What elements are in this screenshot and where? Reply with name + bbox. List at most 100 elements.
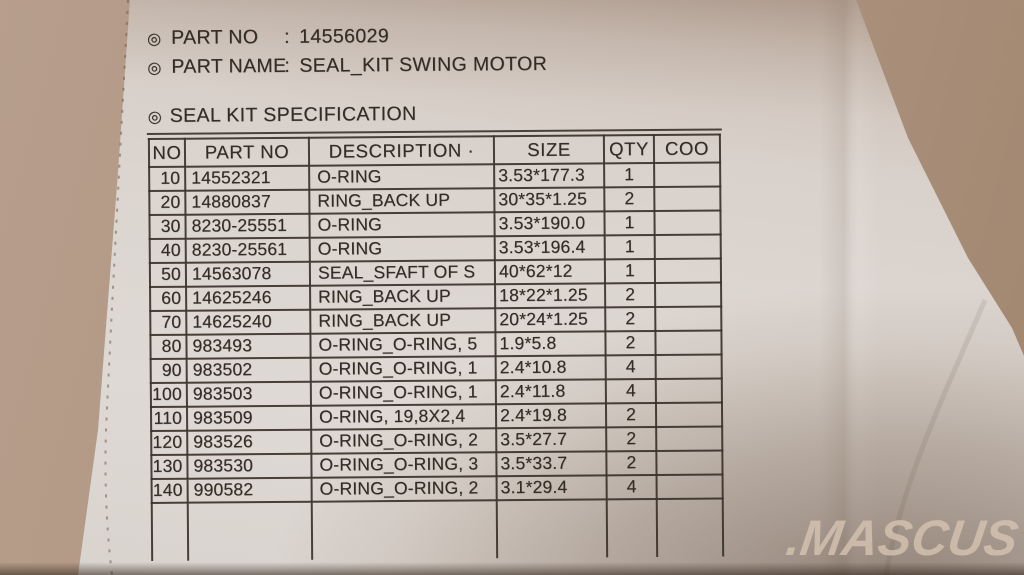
table-cell: 40*62*12 [494, 259, 606, 285]
table-cell: 3.53*196.4 [494, 235, 605, 261]
table-cell: 3.53*190.0 [494, 211, 605, 237]
table-cell [654, 162, 721, 188]
table-cell [606, 499, 658, 558]
table-cell: 1 [604, 259, 656, 284]
table-cell: 40 [149, 238, 186, 263]
table-cell: 30 [149, 214, 186, 239]
table-cell: 3.5*33.7 [496, 451, 607, 477]
table-cell: 8230-25551 [185, 213, 310, 239]
part-no-line: ◎ PART NO : 14556029 [147, 22, 720, 55]
table-cell: 983493 [186, 333, 311, 359]
table-cell [656, 498, 724, 558]
table-cell: 10 [149, 166, 186, 191]
table-cell: 4 [605, 355, 656, 380]
table-cell: 2 [605, 307, 656, 332]
table-cell: 2.4*10.8 [495, 355, 606, 381]
table-cell: 14625240 [186, 309, 311, 335]
table-cell: 14552321 [185, 165, 310, 191]
column-header: SIZE [493, 135, 605, 165]
table-cell: 1 [604, 163, 655, 188]
table-cell: 70 [150, 310, 187, 335]
table-cell: 100 [150, 382, 187, 407]
table-cell: O-RING_O-RING, 1 [310, 380, 496, 406]
table-cell: 14563078 [185, 261, 311, 287]
table-cell [656, 426, 723, 452]
table-cell [311, 500, 498, 560]
table-cell [655, 306, 722, 332]
table-cell: 2.4*19.8 [495, 403, 607, 429]
table-cell: O-RING_O-RING, 5 [310, 332, 496, 358]
table-cell: SEAL_SFAFT OF S [309, 260, 496, 286]
table-cell: 983502 [186, 357, 311, 383]
table-cell [655, 330, 722, 356]
table-cell [654, 210, 721, 236]
mascus-watermark: .MASCUS [783, 510, 1022, 566]
table-cell [655, 402, 723, 428]
part-no-value: 14556029 [298, 25, 390, 48]
part-name-label: PART NAME [171, 54, 287, 78]
part-name-line: ◎ PART NAME : SEAL_KIT SWING MOTOR [147, 51, 720, 84]
table-cell: O-RING_O-RING, 3 [311, 452, 497, 478]
table-cell: 4 [606, 475, 657, 500]
table-empty-row [151, 498, 724, 561]
section-title: SEAL KIT SPECIFICATION [169, 102, 417, 127]
table-cell: 120 [151, 430, 188, 455]
table-cell: O-RING_O-RING, 2 [311, 428, 497, 454]
table-cell: 2 [605, 283, 656, 308]
table-cell: 1 [604, 211, 655, 236]
table-cell: RING_BACK UP [310, 308, 496, 334]
table-cell: O-RING_O-RING, 2 [311, 476, 497, 502]
table-cell: O-RING [309, 236, 495, 262]
table-cell: 14880837 [185, 189, 310, 215]
table-cell: 30*35*1.25 [494, 187, 605, 213]
table-cell: 18*22*1.25 [495, 283, 606, 309]
column-header: DESCRIPTION · [308, 136, 495, 166]
table-cell: O-RING [309, 212, 495, 238]
part-name-separator: : [284, 54, 291, 77]
table-cell: 983530 [187, 453, 312, 479]
table-cell: 2 [604, 187, 655, 212]
table-cell [655, 282, 722, 308]
table-cell: 2 [605, 331, 656, 356]
spec-table: NO PART NO DESCRIPTION · SIZE QTY COO 10 14552… [148, 133, 724, 561]
table-cell [656, 474, 723, 500]
table-cell: 4 [605, 379, 656, 404]
table-cell: 1.9*5.8 [495, 331, 606, 357]
table-cell: RING_BACK UP [310, 284, 496, 310]
table-cell: 80 [150, 334, 187, 359]
table-cell: RING_BACK UP [309, 188, 495, 214]
section-title-line: ◎ SEAL KIT SPECIFICATION [148, 100, 721, 130]
table-cell: 2 [605, 403, 657, 428]
table-cell [654, 258, 722, 284]
table-cell [654, 234, 721, 260]
table-cell: 3.53*177.3 [494, 163, 605, 189]
table-cell [151, 502, 189, 561]
ring-bullet-icon: ◎ [147, 30, 162, 48]
table-cell: 2 [606, 451, 657, 476]
table-cell: 3.1*29.4 [496, 475, 607, 501]
table-cell [656, 450, 723, 476]
table-cell: 2.4*11.8 [495, 379, 606, 405]
table-cell: 50 [149, 262, 187, 287]
table-cell: 983503 [186, 381, 311, 407]
column-header: NO [148, 138, 186, 167]
ring-bullet-icon: ◎ [147, 108, 163, 126]
table-cell: O-RING [309, 164, 495, 190]
table-cell: 990582 [187, 477, 312, 503]
part-name-value: SEAL_KIT SWING MOTOR [299, 52, 548, 77]
column-header: PART NO [184, 137, 310, 167]
table-cell: 130 [151, 454, 188, 479]
table-cell: 20 [149, 190, 186, 215]
part-no-separator: : [283, 25, 290, 48]
column-header: COO [653, 134, 721, 164]
column-header: QTY [603, 135, 655, 164]
ring-bullet-icon: ◎ [147, 59, 162, 77]
table-cell [496, 499, 608, 559]
table-cell: 1 [604, 235, 655, 260]
table-cell [655, 378, 722, 404]
table-cell: 14625246 [186, 285, 311, 311]
table-cell [654, 186, 721, 212]
table-cell: 20*24*1.25 [495, 307, 606, 333]
table-cell: 140 [151, 478, 188, 503]
